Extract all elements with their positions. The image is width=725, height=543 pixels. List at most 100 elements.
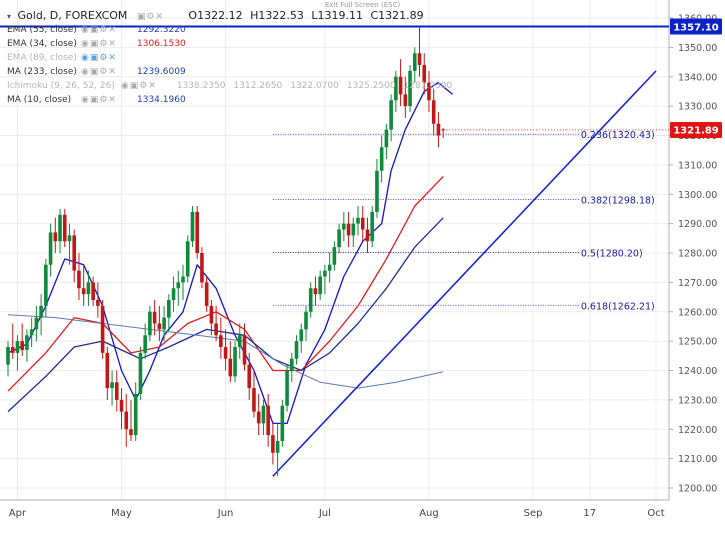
candle-body [285,370,289,406]
price-tick-label: 1200.00 [678,484,717,495]
price-tick-label: 1210.00 [678,454,717,465]
candle-body [252,388,256,412]
legend-value: 1306.1530 [137,39,186,49]
candle-body [304,311,308,330]
candle-body [110,382,114,389]
candle-body [15,341,20,353]
candle-body [62,214,67,242]
candle-body [299,329,304,342]
candle-body [233,347,237,377]
price-tick-label: 1280.00 [678,249,717,260]
candle-body [214,323,218,336]
candle-body [323,270,327,277]
legend-row[interactable]: EMA (89, close) ◉▣⚙✕ [7,52,137,65]
candle-body [148,311,152,336]
legend-row[interactable]: MA (233, close) ◉▣⚙✕ 1239.6009 [7,66,194,79]
legend-row[interactable]: Ichimoku (9, 26, 52, 26) ◉▣⚙✕ 1338.2350 131… [7,80,460,93]
candle-body [294,341,299,359]
exit-fullscreen-hint[interactable]: Exit Full Screen (ESC) [325,1,401,9]
legend-controls-icon[interactable]: ◉▣⚙✕ [81,95,117,105]
series-controls-icon[interactable]: ▣⚙✕ [136,12,165,22]
candle-body [105,352,110,389]
trendline [272,70,657,477]
candle-body [44,264,48,306]
legend-controls-icon[interactable]: ◉▣⚙✕ [81,39,117,49]
ohlc-values: O1322.12 H1322.53 L1319.11 C1321.89 [188,9,427,22]
candle-body [242,335,247,365]
price-tick-label: 1230.00 [678,395,717,406]
legend-value: 1292.3220 [137,25,186,35]
fib-level-label: 0.236(1320.43) [581,130,655,141]
legend-indicator-name[interactable]: EMA (55, close) [7,25,77,35]
candle-body [327,264,332,271]
candle-body [157,323,162,330]
legend-controls-icon[interactable]: ◉▣⚙✕ [81,67,117,77]
candle-body [53,232,58,242]
legend-indicator-name[interactable]: EMA (89, close) [7,53,77,63]
legend-controls-icon[interactable]: ◉▣⚙✕ [120,81,157,91]
candle-body [138,352,143,394]
legend-indicator-name[interactable]: EMA (34, close) [7,39,77,49]
fib-level-label: 0.382(1298.18) [581,196,655,207]
candle-body [427,82,431,101]
candle-body [209,305,214,324]
candle-body [280,405,285,441]
candle-body [360,217,365,230]
legend-indicator-name[interactable]: MA (233, close) [7,67,77,77]
legend-row[interactable]: MA (10, close) ◉▣⚙✕ 1334.1960 [7,94,194,107]
legend-indicator-name[interactable]: Ichimoku (9, 26, 52, 26) [7,81,115,91]
time-tick-label: Jun [217,508,234,519]
legend-values: 1338.2350 1312.2650 1322.0700 1325.2500 1281… [177,81,460,91]
last-price-label-bg [670,121,722,138]
high-price-label: 1357.10 [673,22,719,33]
legend-row[interactable]: EMA (55, close) ◉▣⚙✕ 1292.3220 [7,24,194,37]
price-tick-label: 1220.00 [678,425,717,436]
candle-body [351,223,356,236]
symbol-header: ▾ Gold, D, FOREXCOM ▣⚙✕ O1322.12 H1322.5… [7,9,428,22]
high-value: H1322.53 [250,9,304,22]
candle-body [290,358,294,371]
symbol-title[interactable]: Gold, D, FOREXCOM [17,9,128,22]
high-price-label-bg [670,18,722,35]
price-tick-label: 1250.00 [678,337,717,348]
legend-value: 1338.2350 [176,81,226,91]
candle-body [29,329,34,336]
candle-body [200,253,204,283]
legend-value: 1281.0300 [403,81,453,91]
candle-body [96,300,100,306]
time-tick-label: Sep [524,508,543,519]
price-tick-label: 1300.00 [678,190,717,201]
candle-body [417,53,422,65]
legend-indicator-name[interactable]: MA (10, close) [7,95,72,105]
legend-controls-icon[interactable]: ◉▣⚙✕ [81,53,117,63]
candle-body [313,288,318,295]
legend-values: 1292.3220 [137,25,194,35]
candle-body [171,288,176,300]
candle-body [332,247,337,265]
time-tick-label: Aug [419,508,439,519]
collapse-icon[interactable]: ▾ [7,12,12,21]
candle-body [81,288,86,295]
legend-value: 1325.2500 [346,81,396,91]
legend-row[interactable]: EMA (34, close) ◉▣⚙✕ 1306.1530 [7,38,194,51]
candle-body [77,270,81,289]
candle-body [356,217,360,224]
candle-body [237,335,242,347]
candle-body [256,411,261,424]
close-value: C1321.89 [370,9,424,22]
price-tick-label: 1290.00 [678,219,717,230]
candle-body [422,65,427,83]
candle-body [185,241,190,277]
time-tick-label: 17 [583,508,596,519]
legend-controls-icon[interactable]: ◉▣⚙✕ [81,25,117,35]
candle-body [275,441,280,453]
open-value: O1322.12 [188,9,243,22]
candle-body [247,364,252,389]
candle-body [91,282,95,300]
candle-body [223,347,228,359]
last-price-label: 1321.89 [673,126,719,137]
candle-body [48,232,53,265]
candle-body [10,347,15,353]
